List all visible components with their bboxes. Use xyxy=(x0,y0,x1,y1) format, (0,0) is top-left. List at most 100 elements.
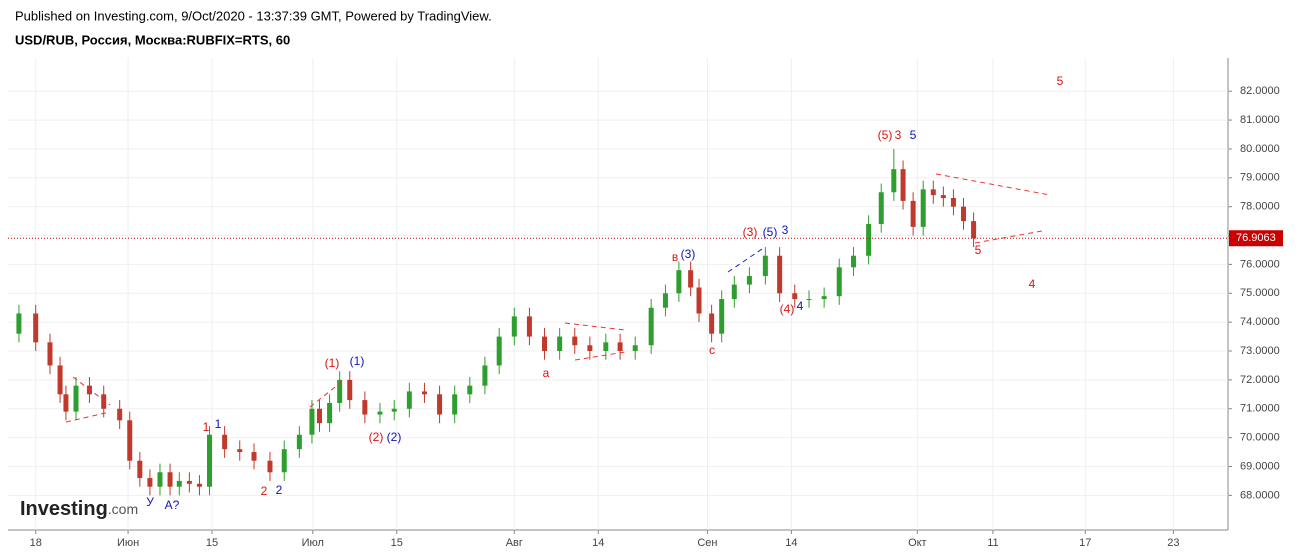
candle-body xyxy=(572,336,578,346)
candle-body xyxy=(391,408,397,412)
wave-label: 5 xyxy=(1057,74,1064,88)
x-tick-label: 14 xyxy=(592,537,604,549)
candle-body xyxy=(117,408,123,421)
candle-body xyxy=(296,434,302,450)
candle-body xyxy=(866,223,872,256)
wave-label: 5 xyxy=(910,128,917,142)
wave-label: (2) xyxy=(369,430,384,444)
y-tick-label: 68.0000 xyxy=(1240,489,1280,501)
x-tick-label: 18 xyxy=(30,537,42,549)
x-tick-label: 15 xyxy=(391,537,403,549)
candle-body xyxy=(836,267,842,297)
y-tick-label: 71.0000 xyxy=(1240,403,1280,415)
logo: Investing.com xyxy=(20,498,138,520)
candle-body xyxy=(648,307,654,346)
x-tick-label: 11 xyxy=(987,537,998,549)
wave-label: с xyxy=(709,343,715,357)
wave-label: А? xyxy=(165,498,180,512)
x-tick-label: 15 xyxy=(206,537,218,549)
candle-body xyxy=(496,336,502,366)
trend-line xyxy=(727,246,766,273)
candle-body xyxy=(688,270,694,288)
wave-label: 4 xyxy=(797,299,804,313)
wave-label: У xyxy=(146,495,154,509)
candle-body xyxy=(676,270,682,294)
candle-body xyxy=(821,296,827,300)
y-tick-label: 79.0000 xyxy=(1240,172,1280,184)
candle-body xyxy=(891,169,897,193)
wave-label: 1 xyxy=(215,417,222,431)
wave-label: (3) xyxy=(681,247,696,261)
candle-body xyxy=(281,449,287,473)
candle-body xyxy=(33,313,39,343)
candle-body xyxy=(47,342,53,366)
candle-body xyxy=(920,189,926,227)
candle-body xyxy=(900,169,906,201)
x-tick-label: 17 xyxy=(1079,537,1091,549)
x-tick-label: Сен xyxy=(697,537,717,549)
wave-label: 3 xyxy=(782,223,789,237)
candle-body xyxy=(327,402,333,424)
candle-body xyxy=(207,434,213,487)
candle-body xyxy=(762,255,768,276)
y-tick-label: 69.0000 xyxy=(1240,460,1280,472)
wave-label: (1) xyxy=(325,356,340,370)
candle-body xyxy=(542,336,548,352)
candle-body xyxy=(406,391,412,409)
candle-body xyxy=(437,394,443,415)
candle-body xyxy=(196,483,202,487)
trend-line xyxy=(974,230,1043,244)
x-tick-label: 14 xyxy=(785,537,797,549)
trend-lines xyxy=(65,173,1051,423)
published-line: Published on Investing.com, 9/Oct/2020 -… xyxy=(15,8,492,23)
x-tick-label: 23 xyxy=(1167,537,1179,549)
candle-body xyxy=(792,293,798,300)
candle-body xyxy=(452,394,458,415)
y-tick-label: 70.0000 xyxy=(1240,432,1280,444)
candle-body xyxy=(950,198,956,207)
candle-body xyxy=(731,284,737,300)
candle-body xyxy=(167,472,173,487)
candle-body xyxy=(467,385,473,395)
candle-body xyxy=(362,400,368,415)
candle-body xyxy=(347,379,353,401)
candle-body xyxy=(719,299,725,334)
candle-body xyxy=(910,200,916,227)
y-tick-label: 73.0000 xyxy=(1240,345,1280,357)
wave-label: а xyxy=(543,366,550,380)
x-tick-label: Авг xyxy=(506,537,523,549)
y-tick-label: 80.0000 xyxy=(1240,143,1280,155)
trend-line xyxy=(309,379,345,408)
candle-body xyxy=(16,313,22,334)
wave-label: (2) xyxy=(387,430,402,444)
candle-body xyxy=(511,316,517,337)
y-tick-label: 81.0000 xyxy=(1240,114,1280,126)
candle-body xyxy=(971,221,977,239)
wave-label: в xyxy=(672,250,678,264)
chart-title: USD/RUB, Россия, Москва:RUBFIX=RTS, 60 xyxy=(15,32,290,47)
candles xyxy=(16,148,977,496)
candle-body xyxy=(930,189,936,196)
candle-body xyxy=(57,365,63,395)
candle-body xyxy=(377,411,383,415)
candle-body xyxy=(157,472,163,487)
candle-body xyxy=(482,365,488,386)
candle-body xyxy=(961,206,967,222)
trend-line xyxy=(65,411,111,423)
candle-body xyxy=(309,408,315,435)
y-tick-label: 72.0000 xyxy=(1240,374,1280,386)
wave-label: 1 xyxy=(203,420,210,434)
y-tick-label: 78.0000 xyxy=(1240,201,1280,213)
candle-body xyxy=(662,293,668,308)
wave-label: (3) xyxy=(743,225,758,239)
candle-body xyxy=(101,394,107,409)
candle-body xyxy=(851,255,857,268)
wave-label: 5 xyxy=(975,243,982,257)
candle-body xyxy=(777,255,783,294)
logo-main: Investing xyxy=(20,498,108,520)
candle-body xyxy=(176,480,182,487)
logo-suffix: .com xyxy=(108,501,138,517)
candle-body xyxy=(63,394,69,412)
